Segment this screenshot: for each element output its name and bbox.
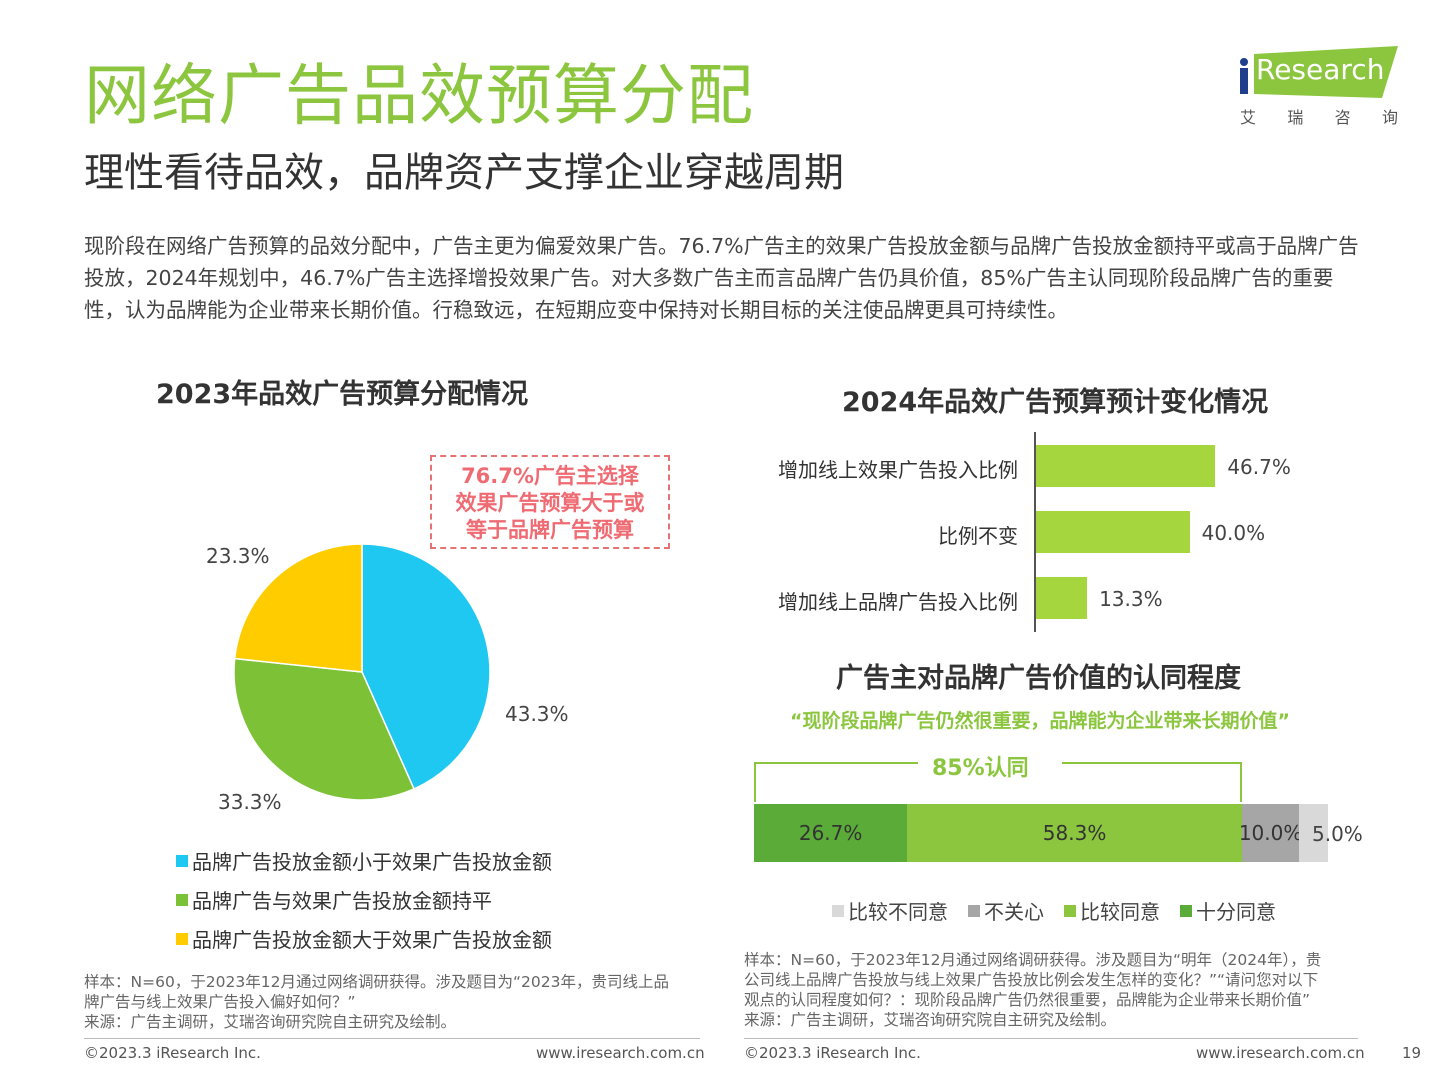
footer-copyright: ©2023.3 iResearch Inc. xyxy=(84,1044,261,1062)
stack-legend-item: 不关心 xyxy=(968,896,1044,925)
segment-label: 58.3% xyxy=(1042,821,1107,845)
segment-label: 26.7% xyxy=(798,821,863,845)
note-line: 公司线上品牌广告投放与线上效果广告投放比例会发生怎样的变化？”“请问您对以下 xyxy=(744,971,1319,989)
logo-chinese-name: 艾 瑞 咨 询 xyxy=(1240,104,1398,128)
segment-label: 5.0% xyxy=(1312,822,1363,846)
legend-swatch xyxy=(1064,904,1076,917)
legend-label: 品牌广告投放金额小于效果广告投放金额 xyxy=(192,850,552,874)
legend-label: 不关心 xyxy=(984,900,1044,924)
legend-swatch xyxy=(176,893,188,906)
stacked-chart-quote: “现阶段品牌广告仍然很重要，品牌能为企业带来长期价值” xyxy=(790,710,1290,732)
legend-label: 品牌广告投放金额大于效果广告投放金额 xyxy=(192,928,552,952)
stack-segment xyxy=(1299,804,1328,862)
pie-slice xyxy=(233,657,415,801)
bar-category-label: 增加线上品牌广告投入比例 xyxy=(778,590,1018,614)
bracket-label: 85%认同 xyxy=(932,756,1029,781)
pie-data-label: 33.3% xyxy=(218,790,282,814)
page-subtitle: 理性看待品效，品牌资产支撑企业穿越周期 xyxy=(84,150,844,196)
legend-label: 品牌广告与效果广告投放金额持平 xyxy=(192,889,492,913)
legend-swatch xyxy=(176,854,188,867)
logo-char: 咨 xyxy=(1334,108,1351,127)
bar-source-notes: 样本：N=60，于2023年12月通过网络调研获得。涉及题目为“明年（2024年… xyxy=(744,950,1359,1030)
bar-category-label: 增加线上效果广告投入比例 xyxy=(778,458,1018,482)
bar xyxy=(1036,445,1216,487)
page-title: 网络广告品效预算分配 xyxy=(84,57,754,134)
bar-data-label: 46.7% xyxy=(1227,455,1291,479)
stack-segment: 26.7% xyxy=(754,804,908,862)
bar-category-label: 比例不变 xyxy=(938,524,1018,548)
bar xyxy=(1036,577,1088,619)
logo-char: 瑞 xyxy=(1287,108,1304,127)
pie-legend-item: 品牌广告投放金额小于效果广告投放金额 xyxy=(176,846,552,875)
legend-swatch xyxy=(1180,904,1192,917)
logo-char: 艾 xyxy=(1240,108,1257,127)
note-line: 观点的认同程度如何？：现阶段品牌广告仍然很重要，品牌能为企业带来长期价值” xyxy=(744,991,1311,1009)
bar-chart-title: 2024年品效广告预算预计变化情况 xyxy=(842,387,1269,418)
stacked-bar: 26.7% 58.3% 10.0% xyxy=(754,804,1328,862)
logo-banner xyxy=(1254,46,1398,98)
bracket-right xyxy=(1062,762,1242,802)
segment-label: 10.0% xyxy=(1238,821,1303,845)
stack-legend-item: 十分同意 xyxy=(1180,896,1276,925)
callout-line: 76.7%广告主选择 xyxy=(461,464,639,488)
page-number: 19 xyxy=(1402,1044,1422,1062)
pie-chart-title: 2023年品效广告预算分配情况 xyxy=(156,379,529,410)
bracket-left xyxy=(754,762,918,802)
callout-line: 等于品牌广告预算 xyxy=(466,518,634,542)
logo-i-stem xyxy=(1240,68,1248,94)
note-line: 来源：广告主调研，艾瑞咨询研究院自主研究及绘制。 xyxy=(744,1011,1117,1029)
pie-legend-item: 品牌广告投放金额大于效果广告投放金额 xyxy=(176,924,552,953)
bar-data-label: 13.3% xyxy=(1099,587,1163,611)
footer-divider xyxy=(84,1038,700,1039)
footer-url-link[interactable]: www.iresearch.com.cn xyxy=(1196,1044,1365,1062)
stack-segment: 10.0% xyxy=(1239,804,1302,862)
note-line: 来源：广告主调研，艾瑞咨询研究院自主研究及绘制。 xyxy=(84,1013,457,1031)
note-line: 样本：N=60，于2023年12月通过网络调研获得。涉及题目为“2023年，贵司… xyxy=(84,973,669,991)
pie-legend-item: 品牌广告与效果广告投放金额持平 xyxy=(176,885,492,914)
bar-data-label: 40.0% xyxy=(1201,521,1266,545)
callout-box: 76.7%广告主选择 效果广告预算大于或 等于品牌广告预算 xyxy=(430,455,670,549)
legend-swatch xyxy=(968,904,980,917)
pie-data-label: 23.3% xyxy=(206,544,270,568)
pie-slice xyxy=(361,543,491,790)
pie-data-label: 43.3% xyxy=(505,702,569,726)
legend-label: 比较不同意 xyxy=(848,900,948,924)
pie-chart xyxy=(233,543,491,801)
stack-legend-item: 比较不同意 xyxy=(832,896,948,925)
summary-paragraph: 现阶段在网络广告预算的品效分配中，广告主更为偏爱效果广告。76.7%广告主的效果… xyxy=(84,234,1359,322)
pie-source-notes: 样本：N=60，于2023年12月通过网络调研获得。涉及题目为“2023年，贵司… xyxy=(84,972,704,1032)
stacked-chart-title: 广告主对品牌广告价值的认同程度 xyxy=(836,663,1241,694)
pie-slice xyxy=(233,543,363,673)
bar xyxy=(1036,511,1190,553)
footer-url-link[interactable]: www.iresearch.com.cn xyxy=(536,1044,705,1062)
logo-char: 询 xyxy=(1381,108,1398,127)
legend-swatch xyxy=(832,904,844,917)
stack-segment: 58.3% xyxy=(907,804,1242,862)
footer-divider xyxy=(744,1038,1358,1039)
callout-line: 效果广告预算大于或 xyxy=(455,491,645,515)
note-line: 牌广告与线上效果广告投入偏好如何？” xyxy=(84,993,356,1011)
bar-axis xyxy=(1034,432,1036,632)
stack-legend-item: 比较同意 xyxy=(1064,896,1160,925)
legend-label: 比较同意 xyxy=(1080,900,1160,924)
iresearch-logo: Research 艾 瑞 咨 询 xyxy=(1238,46,1398,130)
logo-wordmark: Research xyxy=(1256,53,1385,86)
logo-dot xyxy=(1240,58,1248,66)
legend-label: 十分同意 xyxy=(1196,900,1276,924)
footer-copyright: ©2023.3 iResearch Inc. xyxy=(744,1044,921,1062)
note-line: 样本：N=60，于2023年12月通过网络调研获得。涉及题目为“明年（2024年… xyxy=(744,951,1322,969)
legend-swatch xyxy=(176,932,188,945)
